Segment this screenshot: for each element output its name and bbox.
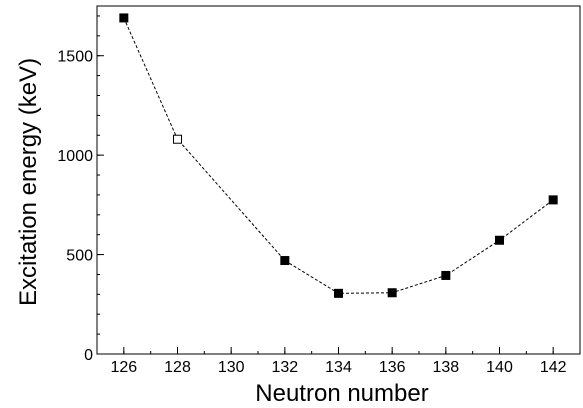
- data-point: [548, 195, 558, 205]
- x-tick-label: 130: [218, 359, 245, 376]
- x-tick-label: 140: [486, 359, 513, 376]
- axes: [96, 5, 581, 355]
- x-tick-label: 134: [325, 359, 352, 376]
- x-axis-title: Neutron number: [255, 380, 428, 407]
- data-point-open: [173, 134, 182, 144]
- x-tick-label: 128: [164, 359, 191, 376]
- y-tick-label: 500: [66, 248, 93, 265]
- x-tick-label: 126: [110, 359, 137, 376]
- x-tick-label: 132: [271, 359, 298, 376]
- y-tick-label: 1000: [57, 148, 93, 165]
- series-layer: [119, 13, 558, 298]
- x-tick-label: 138: [432, 359, 459, 376]
- ticks: 126 128 130 132 134 136 138 140 142 0 500 1000 1500: [57, 15, 581, 376]
- data-point: [441, 270, 451, 280]
- y-tick-label: 0: [84, 347, 93, 364]
- data-point: [334, 288, 343, 298]
- y-axis-title: Excitation energy (keV): [15, 58, 42, 306]
- plot-frame: [96, 5, 581, 355]
- data-point: [280, 256, 290, 266]
- y-tick-label: 1500: [57, 49, 93, 66]
- data-point: [387, 288, 397, 298]
- series-line: [123, 17, 554, 294]
- x-tick-label: 136: [379, 359, 406, 376]
- data-point: [119, 13, 129, 23]
- data-point: [495, 235, 504, 245]
- x-tick-label: 142: [540, 359, 567, 376]
